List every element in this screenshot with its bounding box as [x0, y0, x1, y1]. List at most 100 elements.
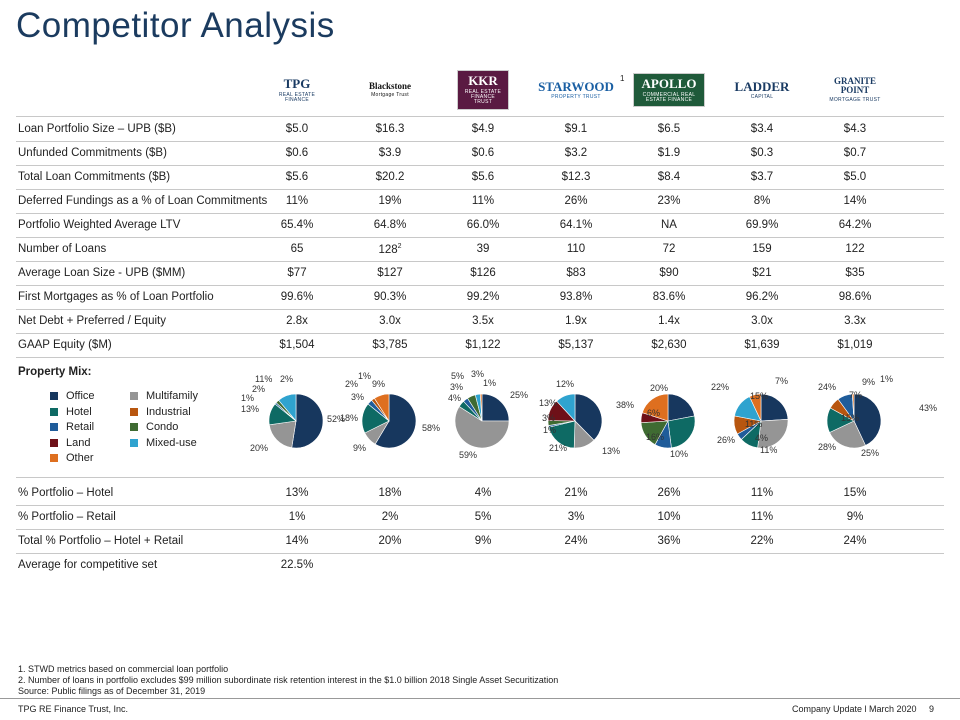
pct-value: 22% [750, 535, 774, 547]
metric-value: $5.0 [285, 123, 309, 135]
metric-value: 65 [290, 243, 304, 255]
row-divider [16, 309, 944, 310]
pie-data-label: 16% [646, 432, 665, 442]
pie-slice [479, 393, 483, 422]
metric-value: $5,137 [558, 339, 594, 351]
metric-value: 1.4x [658, 315, 680, 327]
pie-data-label: 25% [861, 448, 880, 458]
pie-data-label: 1% [241, 393, 255, 403]
metric-value: 19% [378, 195, 402, 207]
metric-value: $83 [566, 267, 586, 279]
pie-data-label: 20% [250, 443, 269, 453]
pie-slice [853, 393, 882, 446]
pct-label: Average for competitive set [18, 559, 158, 571]
property-mix-pie [361, 393, 417, 449]
pie-slice [373, 393, 390, 423]
metric-value: 64.2% [838, 219, 872, 231]
legend-item: Land [50, 437, 90, 449]
pie-data-label: 38% [616, 400, 635, 410]
pct-value: 11% [750, 511, 774, 523]
pct-value: 5% [474, 511, 492, 523]
legend-swatch [50, 392, 58, 400]
metric-label: Loan Portfolio Size – UPB ($B) [18, 123, 176, 135]
legend-label: Retail [66, 421, 95, 433]
pie-data-label: 7% [849, 390, 863, 400]
legend-label: Industrial [146, 405, 191, 418]
legend-label: Mixed-use [146, 436, 197, 449]
metric-label: Total Loan Commitments ($B) [18, 171, 171, 183]
metric-value: 99.2% [466, 291, 500, 303]
row-divider [16, 477, 944, 478]
metric-value: 98.6% [838, 291, 872, 303]
property-mix-pie [826, 393, 882, 449]
legend-item: Industrial [130, 406, 191, 418]
footnote: 1. STWD metrics based on commercial loan… [18, 664, 229, 674]
metric-value: NA [661, 219, 677, 231]
metric-value: $0.7 [843, 147, 867, 159]
pct-value: 24% [564, 535, 588, 547]
metric-value: 90.3% [373, 291, 407, 303]
metric-value: $1,639 [744, 339, 780, 351]
metric-value: $3.2 [564, 147, 588, 159]
metric-value: $0.6 [471, 147, 495, 159]
metric-value: $127 [377, 267, 403, 279]
metric-value: 2.8x [286, 315, 308, 327]
pie-data-label: 13% [602, 446, 621, 456]
logo-subtext: REAL ESTATE FINANCE TRUST [464, 88, 502, 106]
pie-data-label: 2% [345, 379, 359, 389]
pie-data-label: 9% [372, 379, 386, 389]
pie-data-label: 2% [252, 384, 266, 394]
metric-value: $8.4 [657, 171, 681, 183]
row-divider [16, 141, 944, 142]
legend-item: Other [50, 452, 94, 464]
pie-data-label: 18% [340, 413, 359, 423]
pie-slice [548, 420, 576, 449]
pie-slice [760, 393, 789, 422]
metric-value: 72 [662, 243, 676, 255]
pie-slice [268, 420, 297, 449]
pct-value: 20% [378, 535, 402, 547]
legend-swatch [130, 423, 138, 431]
metric-value: 8% [753, 195, 771, 207]
legend-label: Multifamily [146, 390, 198, 402]
pie-data-label: 12% [556, 379, 575, 389]
footnote-marker: 1 [620, 74, 625, 83]
metric-value: $3,785 [372, 339, 408, 351]
pct-value: 4% [474, 487, 492, 499]
metric-value: 26% [564, 195, 588, 207]
pie-data-label: 4% [755, 433, 769, 443]
pct-value: 26% [657, 487, 681, 499]
legend-label: Office [66, 390, 95, 402]
company-logo: GRANITE POINT MORTGAGE TRUST [815, 70, 895, 110]
pct-value: 3% [567, 511, 585, 523]
pie-data-label: 3% [542, 413, 556, 423]
row-divider [16, 333, 944, 334]
pie-data-label: 15% [750, 391, 769, 401]
metric-label: Unfunded Commitments ($B) [18, 147, 167, 159]
pie-data-label: 4% [448, 393, 462, 403]
metric-value: $3.4 [750, 123, 774, 135]
metric-value: $4.3 [843, 123, 867, 135]
pie-data-label: 11% [760, 445, 778, 455]
pie-data-label: 52% [327, 414, 346, 424]
legend-swatch [50, 454, 58, 462]
metric-value: $5.6 [285, 171, 309, 183]
logo-text: Blackstone [368, 80, 411, 91]
pct-value: 21% [564, 487, 588, 499]
pie-data-label: 13% [241, 404, 260, 414]
pie-data-label: 13% [539, 398, 558, 408]
metric-value: 96.2% [745, 291, 779, 303]
pie-data-label: 5% [451, 371, 465, 381]
pct-value: 22.5% [280, 559, 314, 571]
company-logo: KKR REAL ESTATE FINANCE TRUST [457, 70, 509, 110]
metric-value: $2,630 [651, 339, 687, 351]
pie-slice [829, 420, 866, 449]
pct-label: % Portfolio – Retail [18, 511, 116, 523]
pct-value: 1% [288, 511, 306, 523]
pie-data-label: 24% [818, 382, 837, 392]
pie-data-label: 10% [670, 449, 689, 459]
pie-slice [291, 393, 324, 449]
metric-value: 3.3x [844, 315, 866, 327]
pie-data-label: 1% [483, 378, 497, 388]
metric-label: GAAP Equity ($M) [18, 339, 112, 351]
